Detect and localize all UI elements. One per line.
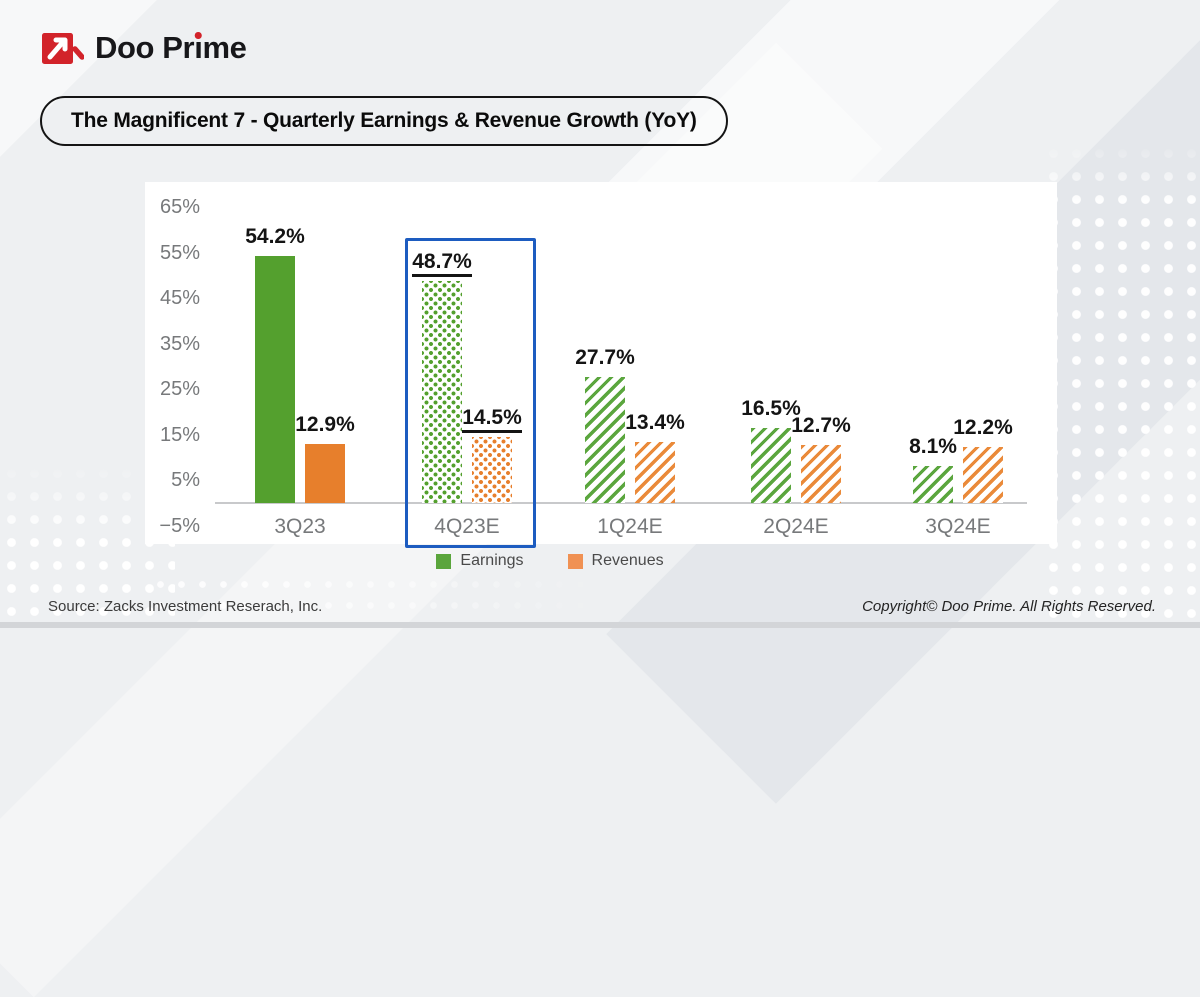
x-axis-label: 1Q24E	[597, 515, 663, 538]
chart-title-box: The Magnificent 7 - Quarterly Earnings &…	[40, 96, 728, 146]
y-axis-tick: 35%	[159, 332, 200, 355]
y-axis-tick: −5%	[159, 514, 200, 537]
bar-revenues-3Q23	[305, 444, 345, 503]
bar-value-label: 12.7%	[791, 414, 851, 437]
chart-legend: Earnings Revenues	[145, 552, 955, 570]
footer-copyright: Copyright© Doo Prime. All Rights Reserve…	[862, 598, 1156, 615]
y-axis-tick: 15%	[159, 423, 200, 446]
footer-source: Source: Zacks Investment Reserach, Inc.	[48, 598, 323, 615]
highlight-box	[405, 238, 536, 548]
y-axis-tick: 45%	[159, 287, 200, 310]
brand-name: Doo Prıme	[95, 30, 247, 65]
x-axis-label: 2Q24E	[763, 515, 829, 538]
x-axis-label: 4Q23E	[434, 515, 500, 538]
bar-revenues-1Q24E	[635, 442, 675, 503]
bar-revenues-3Q24E	[963, 447, 1003, 503]
brand-logo: Doo Prıme	[42, 29, 247, 67]
legend-swatch	[567, 553, 583, 569]
y-axis-tick: 55%	[159, 241, 200, 264]
bar-revenues-2Q24E	[801, 445, 841, 503]
bar-value-label: 12.2%	[953, 416, 1013, 439]
doo-prime-logo-icon	[42, 33, 84, 64]
bar-value-label: 27.7%	[575, 346, 635, 369]
legend-item: Revenues	[567, 552, 664, 570]
legend-label: Earnings	[460, 552, 524, 569]
bar-value-label: 13.4%	[625, 411, 685, 434]
x-axis-label: 3Q23	[274, 515, 326, 538]
bar-earnings-3Q23	[255, 256, 295, 503]
bar-value-label: 54.2%	[245, 225, 305, 248]
bottom-edge-decoration	[0, 622, 1200, 628]
y-axis-tick: 25%	[159, 378, 200, 401]
y-axis-tick: 65%	[159, 196, 200, 219]
legend-swatch	[436, 553, 452, 569]
bar-value-label: 12.9%	[295, 413, 355, 436]
x-axis-label: 3Q24E	[925, 515, 991, 538]
brand-i-red-dot: ı	[194, 30, 203, 65]
legend-item: Earnings	[436, 552, 524, 570]
y-axis-tick: 5%	[171, 469, 200, 492]
chart-title: The Magnificent 7 - Quarterly Earnings &…	[71, 109, 697, 132]
dot-grid-decoration	[1042, 142, 1200, 628]
bar-earnings-3Q24E	[913, 466, 953, 503]
bar-earnings-1Q24E	[585, 377, 625, 503]
legend-label: Revenues	[591, 552, 664, 569]
chart-panel: 65% 55% 45% 35% 25% 15% 5% −5% 54.2% 12.9% 3Q23 48.…	[145, 182, 1057, 548]
